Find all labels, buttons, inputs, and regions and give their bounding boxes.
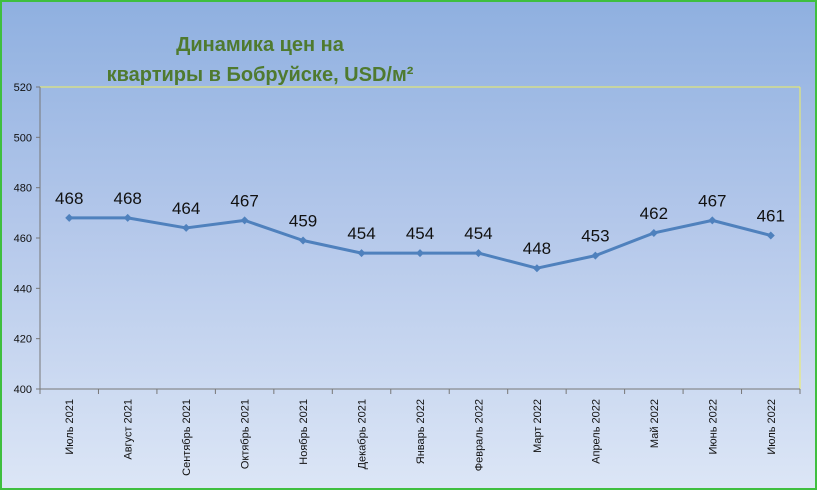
x-tick-label: Сентябрь 2021	[181, 399, 193, 476]
data-label: 467	[230, 191, 258, 210]
data-point	[357, 249, 366, 258]
y-tick-label: 500	[14, 132, 32, 144]
data-label: 454	[406, 224, 434, 243]
data-label: 467	[698, 191, 726, 210]
data-point	[474, 249, 483, 258]
chart-title-line2: квартиры в Бобруйске, USD/м²	[106, 64, 414, 86]
data-label: 468	[114, 189, 142, 208]
data-label: 454	[464, 224, 492, 243]
data-point	[65, 213, 74, 222]
data-label: 448	[523, 239, 551, 258]
x-tick-label: Июль 2021	[64, 399, 76, 455]
x-tick-label: Апрель 2022	[590, 399, 602, 464]
y-tick-label: 440	[14, 283, 32, 295]
x-tick-label: Февраль 2022	[473, 399, 485, 471]
y-tick-label: 400	[14, 384, 32, 396]
y-tick-label: 460	[14, 233, 32, 245]
x-tick-label: Июль 2022	[766, 399, 778, 455]
x-tick-label: Июнь 2022	[707, 399, 719, 455]
data-label: 459	[289, 212, 317, 231]
data-point	[532, 264, 541, 273]
data-point	[649, 228, 658, 237]
data-point	[240, 216, 249, 225]
data-label: 462	[640, 204, 668, 223]
data-label: 461	[757, 206, 785, 225]
x-tick-label: Май 2022	[649, 399, 661, 448]
x-tick-label: Октябрь 2021	[240, 399, 252, 469]
data-label: 453	[581, 227, 609, 246]
y-tick-label: 520	[14, 82, 32, 94]
x-tick-label: Март 2022	[532, 399, 544, 453]
data-point	[416, 249, 424, 258]
y-tick-label: 480	[14, 183, 32, 195]
data-point	[299, 236, 308, 245]
x-tick-label: Декабрь 2021	[357, 399, 369, 469]
data-point	[708, 216, 717, 225]
data-label: 468	[55, 189, 83, 208]
x-tick-label: Август 2021	[123, 399, 135, 460]
x-tick-label: Январь 2022	[415, 399, 427, 464]
data-label: 454	[347, 224, 375, 243]
data-point	[123, 213, 132, 222]
y-tick-label: 420	[14, 334, 32, 346]
chart-title-line1: Динамика цен на	[176, 34, 344, 56]
data-label: 464	[172, 199, 200, 218]
chart-title: Динамика цен на квартиры в Бобруйске, US…	[60, 30, 460, 90]
data-point	[182, 223, 191, 232]
data-point	[766, 231, 775, 240]
x-tick-label: Ноябрь 2021	[298, 399, 310, 465]
data-point	[591, 251, 600, 260]
